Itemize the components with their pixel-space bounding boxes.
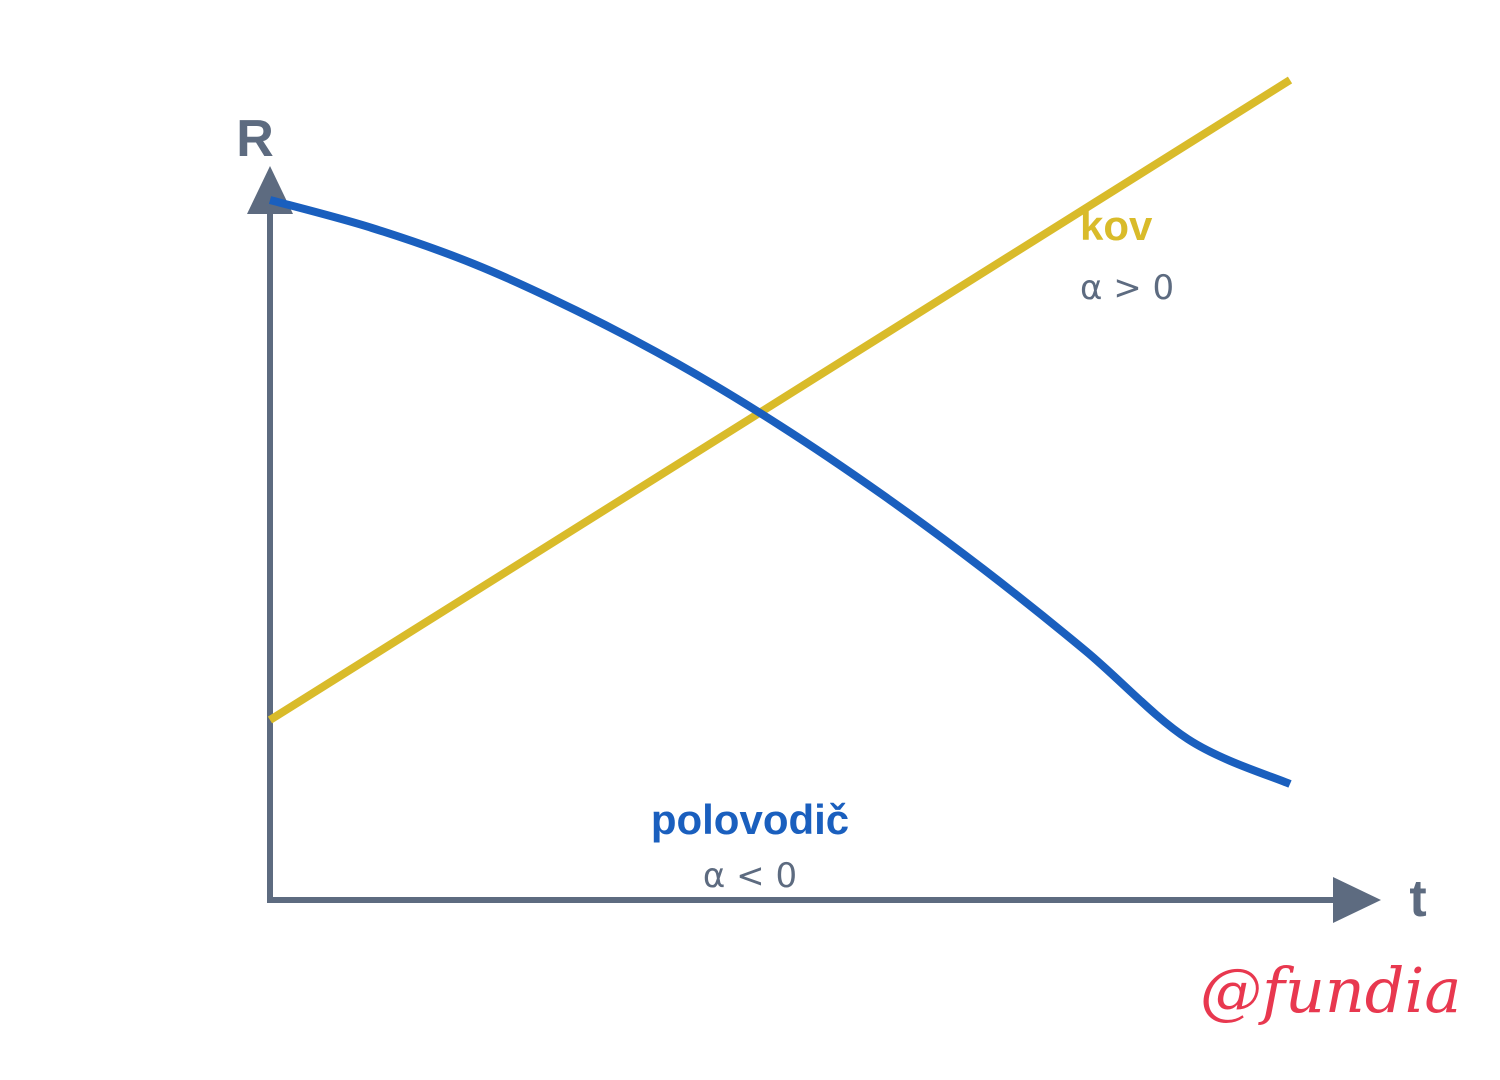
y-axis-label: R: [236, 110, 274, 168]
series-line-kov: [267, 76, 1293, 724]
x-axis-arrow: [1333, 877, 1381, 923]
series-label-polovodic: polovodič: [651, 796, 849, 843]
series-label-kov: kov: [1080, 202, 1153, 249]
series-line-polovodic: [268, 196, 1292, 788]
series-note-polovodic: α < 0: [703, 856, 797, 896]
fundia-logo: @fundia: [1200, 954, 1461, 1027]
x-axis-label: t: [1409, 870, 1426, 928]
series-note-kov: α > 0: [1080, 268, 1174, 308]
